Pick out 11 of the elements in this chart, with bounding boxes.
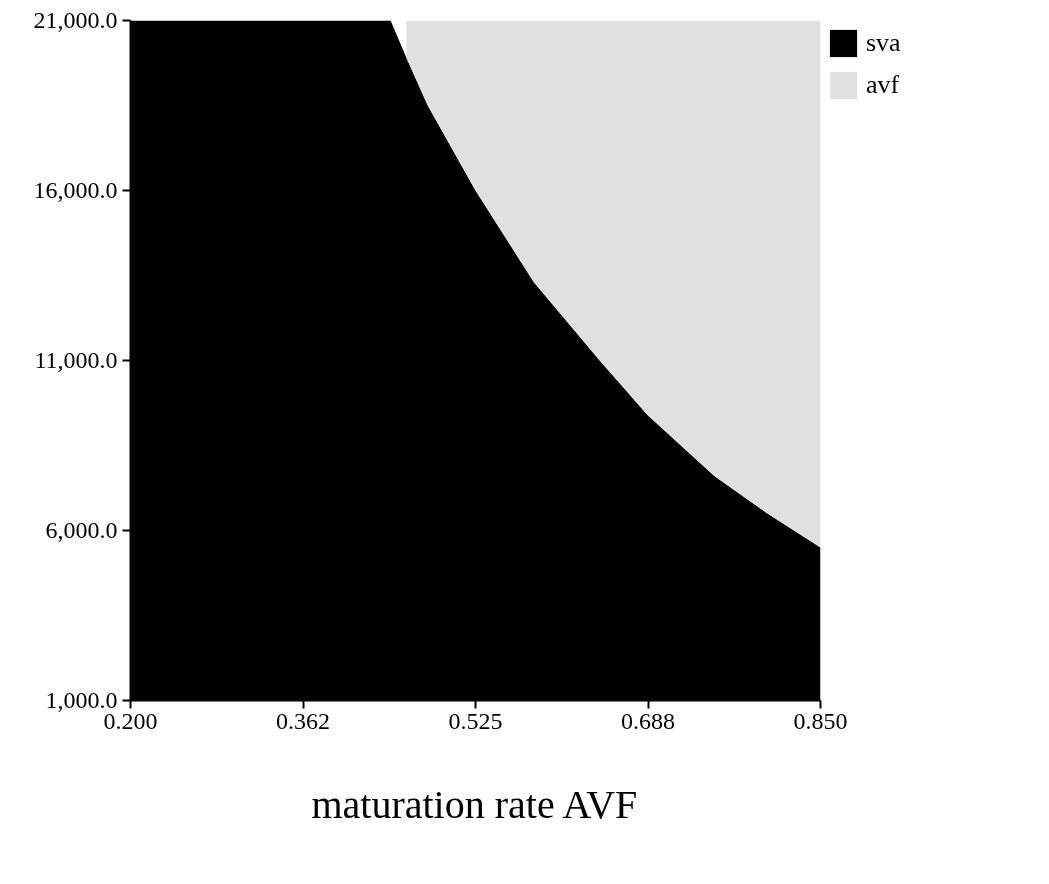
legend-label: sva xyxy=(866,28,901,58)
y-tick-label: 16,000.0 xyxy=(33,177,118,203)
x-tick-label: 0.850 xyxy=(793,707,848,734)
y-tick-label: 21,000.0 xyxy=(33,7,118,33)
x-tick-label: 0.688 xyxy=(621,707,675,734)
y-tick-label: 11,000.0 xyxy=(34,347,118,373)
x-tick-label: 0.525 xyxy=(448,707,503,734)
legend-label: avf xyxy=(866,70,900,100)
y-tick-label: 6,000.0 xyxy=(45,517,118,543)
x-axis-title: maturation rate AVF xyxy=(311,781,638,827)
x-tick-label: 0.362 xyxy=(276,707,330,734)
